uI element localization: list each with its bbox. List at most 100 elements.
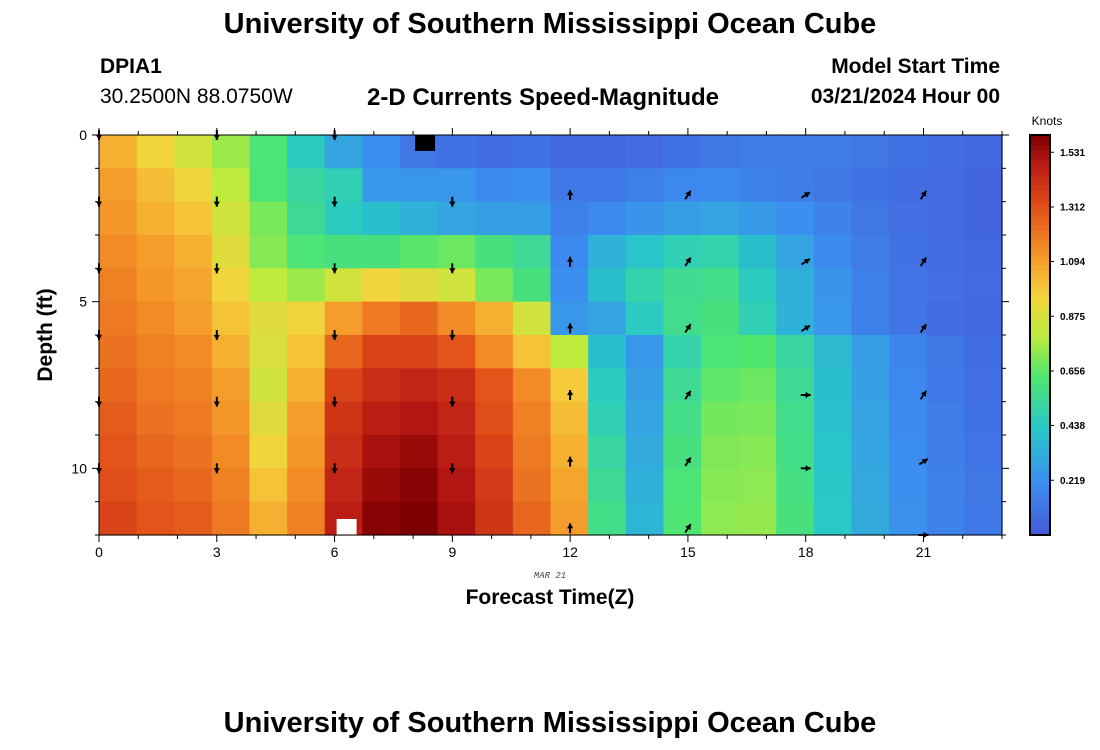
current-vector-arrow xyxy=(919,390,928,400)
heatmap-cell xyxy=(400,268,439,303)
heatmap-cell xyxy=(174,435,213,469)
x-axis-label: Forecast Time(Z) xyxy=(466,586,635,609)
vector-head xyxy=(213,401,220,407)
heatmap-cell xyxy=(512,201,552,236)
vector-head xyxy=(213,134,220,140)
heatmap-cell xyxy=(287,401,326,436)
model-start-label: Model Start Time xyxy=(831,55,1000,78)
heatmap-cell xyxy=(738,368,777,403)
colorbar-segment xyxy=(1030,460,1050,466)
heatmap-cell xyxy=(663,301,702,336)
colorbar-tick-label: 0.438 xyxy=(1060,421,1085,432)
black-square-marker xyxy=(415,135,436,151)
heatmap-cell xyxy=(324,268,363,303)
heatmap-markers xyxy=(336,135,436,535)
heatmap-cell xyxy=(211,268,251,303)
heatmap-cell xyxy=(512,401,552,436)
speed-heatmap-chart: 0 3 6 9 12 15 18 21 0 5 10 Depth (ft) Forecast Tim… xyxy=(34,114,1085,609)
heatmap-cell xyxy=(625,368,664,403)
current-vector-arrow xyxy=(213,330,220,340)
vector-head xyxy=(685,257,691,264)
colorbar-label: Knots xyxy=(1032,114,1063,128)
y-tick-label: 0 xyxy=(79,127,87,143)
heatmap-cell xyxy=(550,135,589,169)
heatmap-cell xyxy=(926,435,965,469)
heatmap-cell xyxy=(550,201,589,236)
heatmap-cell xyxy=(813,135,853,169)
colorbar-segment xyxy=(1030,245,1050,251)
heatmap-cell xyxy=(701,168,740,203)
heatmap-cell xyxy=(776,401,815,436)
heatmap-cell xyxy=(889,235,928,269)
heatmap-cell xyxy=(776,201,815,236)
heatmap-cell xyxy=(512,135,552,169)
colorbar-segment xyxy=(1030,385,1050,391)
heatmap-cell xyxy=(362,401,401,436)
heatmap-cell xyxy=(588,501,627,536)
current-vector-arrow xyxy=(567,323,574,334)
heatmap-cell xyxy=(738,201,777,236)
heatmap-cell xyxy=(776,335,815,369)
heatmap-cell xyxy=(400,235,439,269)
heatmap-cell xyxy=(211,435,251,469)
vector-head xyxy=(567,390,574,396)
colorbar-segment xyxy=(1030,215,1050,221)
vector-head xyxy=(449,334,456,340)
current-vector-arrow xyxy=(449,396,456,407)
heatmap-cell xyxy=(663,435,702,469)
colorbar-segment xyxy=(1030,295,1050,301)
heatmap-cell xyxy=(663,268,702,303)
heatmap-cell xyxy=(211,201,251,236)
heatmap-cell xyxy=(174,135,213,169)
heatmap-cell xyxy=(400,301,439,336)
colorbar-tick-label: 0.219 xyxy=(1060,476,1085,487)
heatmap-cell xyxy=(287,235,326,269)
heatmap-cell xyxy=(701,301,740,336)
heatmap-cell xyxy=(738,401,777,436)
heatmap-cell xyxy=(625,268,664,303)
colorbar-segment xyxy=(1030,530,1050,536)
heatmap-cell xyxy=(776,301,815,336)
colorbar-segment xyxy=(1030,180,1050,186)
heatmap-cell xyxy=(964,235,1003,269)
x-date-label: MAR 21 xyxy=(534,571,566,581)
heatmap-cell xyxy=(136,468,175,503)
heatmap-cell xyxy=(550,468,589,503)
heatmap-cell xyxy=(851,468,890,503)
heatmap-cell xyxy=(174,468,213,503)
heatmap-cell xyxy=(99,401,138,436)
heatmap-cell xyxy=(99,335,138,369)
heatmap-cell xyxy=(964,135,1003,169)
heatmap-cell xyxy=(324,468,363,503)
heatmap-cell xyxy=(738,435,777,469)
heatmap-cell xyxy=(136,301,175,336)
colorbar-segment xyxy=(1030,240,1050,246)
heatmap-cell xyxy=(437,468,476,503)
heatmap-cell xyxy=(701,135,740,169)
heatmap-cell xyxy=(851,168,890,203)
page-title: University of Southern Mississippi Ocean… xyxy=(223,8,877,40)
heatmap-cell xyxy=(249,335,288,369)
heatmap-cell xyxy=(249,235,288,269)
heatmap-cell xyxy=(851,135,890,169)
heatmap-cell xyxy=(813,401,853,436)
vector-head xyxy=(331,134,338,140)
heatmap-cell xyxy=(174,335,213,369)
current-vector-arrow xyxy=(449,196,456,207)
colorbar-tick-label: 1.094 xyxy=(1060,257,1085,268)
axes: 0 3 6 9 12 15 18 21 0 5 10 xyxy=(71,127,1009,560)
heatmap-cell xyxy=(475,501,514,536)
vector-head xyxy=(920,257,927,264)
x-tick-label: 15 xyxy=(680,544,696,560)
heatmap-cell xyxy=(738,135,777,169)
heatmap-cell xyxy=(362,235,401,269)
heatmap-cell xyxy=(211,468,251,503)
heatmap-cell xyxy=(851,401,890,436)
heatmap-cell xyxy=(813,501,853,536)
heatmap-cell xyxy=(437,368,476,403)
current-vector-arrow xyxy=(919,190,928,200)
colorbar-segment xyxy=(1030,170,1050,176)
colorbar-segment xyxy=(1030,255,1050,261)
heatmap-cell xyxy=(400,335,439,369)
vector-head xyxy=(567,256,574,262)
